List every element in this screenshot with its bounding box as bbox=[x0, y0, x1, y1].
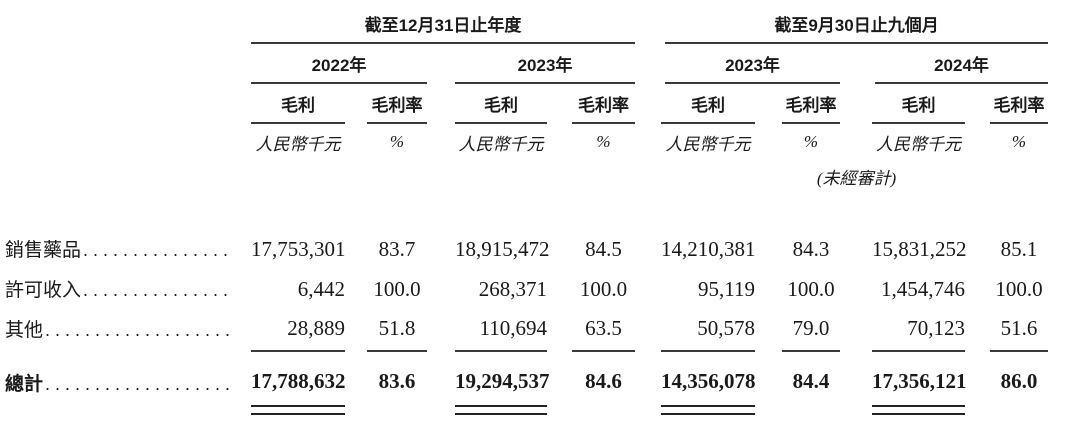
gross-profit-value: 6,442 bbox=[297, 277, 345, 301]
section-annual-label: 截至12月31日止年度 bbox=[251, 11, 636, 44]
table-row-total: 總計......................................… bbox=[0, 352, 1048, 416]
gross-profit-table-page: 截至12月31日止年度 截至9月30日止九個月 2022年 2023年 2023… bbox=[0, 0, 1049, 416]
gross-margin-value: 79.0 bbox=[782, 316, 841, 352]
unit-percent: % bbox=[389, 132, 405, 151]
unaudited-note-row: (未經審計) bbox=[0, 160, 1048, 190]
double-rule bbox=[661, 405, 756, 415]
gross-profit-header: 毛利 bbox=[251, 91, 345, 124]
section-nine-months: 截至9月30日止九個月 bbox=[635, 0, 1049, 44]
gross-profit-value: 50,578 bbox=[661, 316, 756, 352]
table-row-others: 其他......................................… bbox=[0, 312, 1049, 352]
total-gross-margin-value: 83.6 bbox=[378, 369, 416, 393]
gross-profit-value: 1,454,746 bbox=[881, 277, 966, 301]
year-2023-label: 2023年 bbox=[455, 51, 636, 84]
unit-rmb-thousand: 人民幣千元 bbox=[255, 134, 341, 154]
dot-leader: ........................................… bbox=[83, 280, 233, 300]
double-rule bbox=[872, 405, 966, 415]
total-gross-profit-value: 17,788,632 bbox=[251, 369, 346, 393]
unit-percent: % bbox=[803, 132, 819, 151]
total-gross-profit-value: 14,356,078 bbox=[661, 369, 756, 393]
gross-profit-value: 14,210,381 bbox=[661, 237, 756, 261]
table-row-license-income: 許可收入....................................… bbox=[0, 272, 1048, 312]
total-gross-profit-value: 19,294,537 bbox=[455, 369, 550, 393]
double-rule bbox=[251, 405, 345, 415]
gross-profit-value: 95,119 bbox=[698, 277, 756, 301]
gross-margin-value: 100.0 bbox=[995, 277, 1043, 301]
unit-rmb-thousand: 人民幣千元 bbox=[876, 134, 962, 154]
total-gross-margin-value: 86.0 bbox=[1000, 369, 1038, 393]
total-row-label: 總計......................................… bbox=[0, 352, 243, 396]
year-2023-nine-months-label: 2023年 bbox=[665, 51, 841, 84]
gross-margin-header: 毛利率 bbox=[572, 91, 636, 124]
section-header-row: 截至12月31日止年度 截至9月30日止九個月 bbox=[0, 0, 1049, 44]
total-gross-profit-value: 17,356,121 bbox=[872, 369, 967, 393]
gross-margin-header: 毛利率 bbox=[367, 91, 427, 124]
gross-margin-value: 63.5 bbox=[572, 316, 636, 352]
gross-profit-header: 毛利 bbox=[455, 91, 547, 124]
row-label: 許可收入....................................… bbox=[5, 280, 233, 301]
row-label: 銷售藥品....................................… bbox=[5, 240, 233, 261]
gross-margin-value: 100.0 bbox=[787, 277, 835, 301]
section-nine-months-label: 截至9月30日止九個月 bbox=[665, 11, 1049, 44]
spacer-row bbox=[0, 190, 1048, 232]
gross-profit-value: 110,694 bbox=[455, 316, 547, 352]
gross-margin-header: 毛利率 bbox=[782, 91, 841, 124]
gross-margin-value: 83.7 bbox=[378, 237, 416, 261]
gross-profit-value: 17,753,301 bbox=[251, 237, 346, 261]
gross-margin-value: 100.0 bbox=[579, 277, 628, 301]
gross-profit-value: 15,831,252 bbox=[872, 237, 967, 261]
gross-margin-value: 84.3 bbox=[792, 237, 830, 261]
gross-margin-value: 51.8 bbox=[367, 316, 427, 352]
gross-margin-value: 85.1 bbox=[1000, 237, 1038, 261]
table-row-pharma-sales: 銷售藥品....................................… bbox=[0, 232, 1048, 272]
total-gross-margin-value: 84.6 bbox=[585, 369, 622, 393]
gross-margin-value: 51.6 bbox=[990, 316, 1049, 352]
dot-leader: ........................................… bbox=[83, 240, 233, 260]
unaudited-note: (未經審計) bbox=[816, 169, 897, 188]
gross-profit-value: 70,123 bbox=[872, 316, 966, 352]
total-gross-margin-value: 84.4 bbox=[792, 369, 830, 393]
year-2022-label: 2022年 bbox=[251, 51, 427, 84]
gross-profit-value: 268,371 bbox=[478, 277, 547, 301]
double-rule bbox=[455, 405, 547, 415]
gross-margin-value: 84.5 bbox=[585, 237, 622, 261]
gross-profit-value: 18,915,472 bbox=[455, 237, 550, 261]
gross-profit-table: 截至12月31日止年度 截至9月30日止九個月 2022年 2023年 2023… bbox=[0, 0, 1049, 416]
gross-profit-header: 毛利 bbox=[661, 91, 756, 124]
dot-leader: ........................................… bbox=[45, 374, 233, 394]
gross-profit-header: 毛利 bbox=[872, 91, 966, 124]
unit-rmb-thousand: 人民幣千元 bbox=[458, 134, 544, 154]
gross-margin-value: 100.0 bbox=[373, 277, 421, 301]
gross-margin-header: 毛利率 bbox=[990, 91, 1049, 124]
unit-rmb-thousand: 人民幣千元 bbox=[665, 134, 751, 154]
unit-header-row: 人民幣千元 % 人民幣千元 % 人民幣千元 % 人民幣千元 % bbox=[0, 124, 1048, 160]
unit-percent: % bbox=[596, 132, 611, 151]
year-header-row: 2022年 2023年 2023年 2024年 bbox=[0, 44, 1049, 84]
row-label: 其他......................................… bbox=[0, 315, 243, 352]
unit-percent: % bbox=[1011, 132, 1027, 151]
gross-profit-value: 28,889 bbox=[251, 316, 345, 352]
year-2024-label: 2024年 bbox=[875, 51, 1049, 84]
section-annual: 截至12月31日止年度 bbox=[243, 0, 636, 44]
column-header-row: 毛利 毛利率 毛利 毛利率 毛利 毛利率 毛利 毛利率 bbox=[0, 84, 1049, 124]
dot-leader: ........................................… bbox=[45, 320, 233, 340]
